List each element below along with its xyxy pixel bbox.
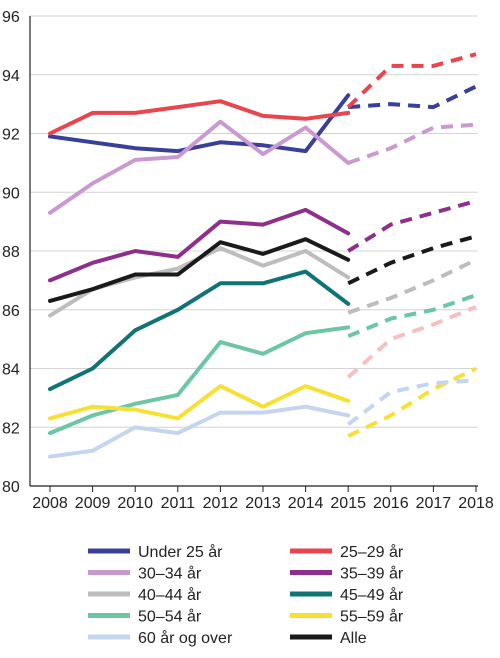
series-lines xyxy=(48,52,477,459)
grid xyxy=(30,15,478,428)
legend-label-3: 35–39 år xyxy=(340,565,404,583)
series-line-6 xyxy=(48,325,351,436)
series-line-0 xyxy=(48,93,351,154)
legend-label-5: 45–49 år xyxy=(340,586,404,604)
x-tick-label: 2010 xyxy=(117,495,153,512)
projection-line-8 xyxy=(346,378,477,426)
projection-line-0 xyxy=(348,84,477,110)
series-line-1 xyxy=(48,99,351,136)
legend: Under 25 år 25–29 år 30–34 år 35–39 år 40–44… xyxy=(88,543,404,647)
legend-label-1: 25–29 år xyxy=(340,543,404,561)
y-tick-label: 92 xyxy=(2,127,20,144)
projection-line-9 xyxy=(347,234,477,286)
series-line-7 xyxy=(48,384,351,421)
x-tick-label: 2012 xyxy=(203,495,239,512)
projection-line-2 xyxy=(347,122,477,165)
series-line-5 xyxy=(48,269,351,392)
y-tick-label: 90 xyxy=(2,185,20,202)
legend-label-9: Alle xyxy=(340,630,367,647)
x-axis: 2008 2009 2010 2011 2012 2013 2014 2015 2016 2017… xyxy=(30,485,494,512)
y-tick-label: 80 xyxy=(2,479,20,496)
legend-label-2: 30–34 år xyxy=(138,565,202,583)
legend-label-8: 60 år og over xyxy=(138,629,233,647)
projection-line-extra-0 xyxy=(346,304,477,379)
series-line-9 xyxy=(48,237,351,303)
x-tick-label: 2014 xyxy=(288,495,324,512)
projection-line-4 xyxy=(347,257,477,315)
x-tick-label: 2017 xyxy=(416,495,452,512)
legend-label-0: Under 25 år xyxy=(138,543,223,561)
series-line-8 xyxy=(48,404,351,459)
x-tick-label: 2015 xyxy=(330,495,366,512)
y-axis: 80 82 84 86 88 90 92 94 96 xyxy=(2,9,31,496)
y-tick-label: 94 xyxy=(2,68,20,85)
x-tick-label: 2008 xyxy=(32,495,68,512)
y-tick-label: 96 xyxy=(2,9,20,26)
legend-label-7: 55–59 år xyxy=(340,608,404,626)
x-tick-label: 2018 xyxy=(458,495,494,512)
x-tick-label: 2016 xyxy=(373,495,409,512)
projection-line-3 xyxy=(347,199,477,253)
x-tick-label: 2013 xyxy=(245,495,281,512)
series-line-2 xyxy=(48,119,351,215)
projection-line-6 xyxy=(347,293,477,339)
x-tick-label: 2011 xyxy=(161,495,196,512)
y-tick-label: 84 xyxy=(2,362,20,379)
legend-label-6: 50–54 år xyxy=(138,608,202,626)
x-tick-label: 2009 xyxy=(75,495,111,512)
series-line-3 xyxy=(48,207,351,283)
projection-line-1 xyxy=(346,52,477,109)
legend-label-4: 40–44 år xyxy=(138,586,202,604)
projection-line-7 xyxy=(347,366,477,438)
y-tick-label: 88 xyxy=(2,244,20,261)
y-tick-label: 82 xyxy=(2,420,20,437)
y-tick-label: 86 xyxy=(2,303,20,320)
